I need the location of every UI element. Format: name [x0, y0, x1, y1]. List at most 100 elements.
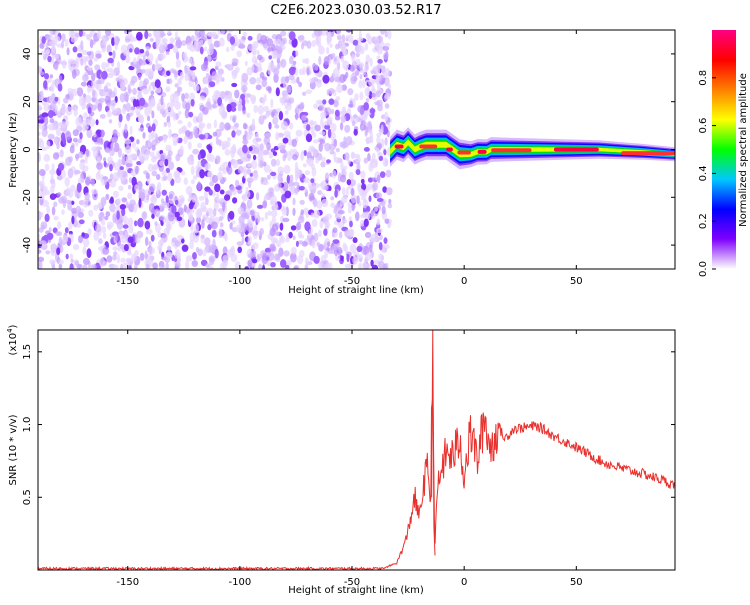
- noise-speck: [340, 256, 344, 262]
- noise-speck: [375, 90, 381, 98]
- noise-speck: [241, 212, 249, 218]
- noise-speck: [341, 42, 346, 52]
- noise-speck: [116, 170, 123, 178]
- noise-speck: [371, 92, 376, 98]
- noise-speck: [324, 172, 330, 181]
- noise-speck: [351, 120, 356, 127]
- noise-speck: [109, 180, 117, 188]
- noise-speck: [97, 169, 101, 177]
- noise-speck: [274, 112, 278, 119]
- noise-speck: [174, 251, 179, 259]
- noise-speck: [383, 149, 387, 156]
- noise-speck: [247, 130, 254, 138]
- noise-speck: [242, 144, 248, 154]
- noise-speck: [172, 134, 179, 144]
- noise-speck: [169, 193, 173, 200]
- noise-speck: [310, 212, 315, 218]
- noise-speck: [356, 245, 363, 253]
- noise-speck: [305, 57, 310, 65]
- noise-speck: [146, 115, 151, 122]
- y-tick-label: 0: [22, 146, 33, 152]
- noise-speck: [366, 205, 371, 213]
- noise-speck: [370, 233, 378, 243]
- noise-speck: [107, 57, 114, 64]
- noise-speck: [255, 192, 260, 201]
- noise-speck: [46, 140, 51, 150]
- noise-speck: [159, 266, 163, 269]
- noise-speck: [266, 142, 271, 151]
- noise-speck: [363, 102, 370, 111]
- noise-speck: [224, 233, 228, 242]
- noise-speck: [69, 263, 74, 269]
- y-tick-label: 0.5: [22, 489, 33, 505]
- noise-speck: [330, 123, 337, 132]
- noise-speck: [75, 153, 79, 162]
- noise-speck: [72, 46, 78, 53]
- noise-speck: [194, 223, 200, 234]
- noise-speck: [79, 132, 83, 140]
- noise-speck: [277, 166, 284, 176]
- noise-speck: [53, 201, 58, 208]
- noise-speck: [220, 30, 226, 35]
- noise-speck: [292, 154, 298, 161]
- noise-speck: [305, 89, 313, 95]
- noise-speck: [314, 72, 320, 77]
- noise-speck: [169, 68, 176, 73]
- noise-speck: [38, 256, 45, 262]
- noise-speck: [284, 110, 289, 115]
- noise-speck: [359, 74, 363, 80]
- noise-speck: [104, 216, 109, 221]
- noise-speck: [281, 90, 289, 97]
- noise-speck: [214, 183, 221, 193]
- noise-speck: [234, 261, 241, 269]
- noise-speck: [85, 176, 91, 186]
- noise-speck: [379, 30, 386, 35]
- noise-speck: [155, 39, 160, 50]
- noise-speck: [52, 43, 56, 54]
- figure-title: C2E6.2023.030.03.52.R17: [270, 3, 441, 18]
- noise-speck: [190, 179, 195, 185]
- noise-speck: [207, 224, 212, 231]
- noise-speck: [133, 57, 137, 65]
- noise-speck: [298, 230, 302, 239]
- noise-speck: [205, 101, 212, 110]
- noise-speck: [210, 221, 218, 230]
- noise-speck: [274, 253, 281, 260]
- noise-speck: [321, 192, 326, 198]
- noise-speck: [188, 213, 194, 222]
- noise-speck: [40, 180, 45, 190]
- noise-speck: [40, 71, 45, 76]
- noise-speck: [89, 39, 94, 49]
- noise-speck: [151, 156, 157, 163]
- noise-speck: [110, 99, 117, 107]
- noise-speck: [108, 119, 113, 124]
- noise-speck: [215, 61, 222, 68]
- noise-speck: [231, 82, 238, 88]
- noise-speck: [215, 91, 222, 96]
- noise-speck: [193, 84, 200, 92]
- noise-speck: [255, 77, 262, 84]
- noise-speck: [231, 159, 239, 169]
- noise-speck: [252, 118, 255, 127]
- noise-speck: [206, 207, 214, 216]
- noise-speck: [201, 218, 205, 229]
- noise-speck: [184, 72, 189, 82]
- noise-speck: [301, 114, 307, 121]
- noise-speck: [38, 227, 44, 233]
- noise-speck: [51, 163, 55, 171]
- noise-speck: [197, 160, 202, 168]
- noise-speck: [120, 263, 124, 269]
- noise-speck: [224, 93, 228, 102]
- noise-speck: [102, 246, 110, 255]
- noise-speck: [165, 51, 170, 56]
- noise-speck: [129, 199, 136, 206]
- noise-speck: [287, 156, 291, 161]
- noise-speck: [253, 224, 258, 232]
- noise-speck: [199, 30, 205, 38]
- noise-speck: [251, 65, 255, 73]
- noise-speck: [126, 251, 132, 256]
- noise-speck: [320, 161, 326, 168]
- noise-speck: [237, 207, 244, 215]
- noise-speck: [86, 51, 92, 56]
